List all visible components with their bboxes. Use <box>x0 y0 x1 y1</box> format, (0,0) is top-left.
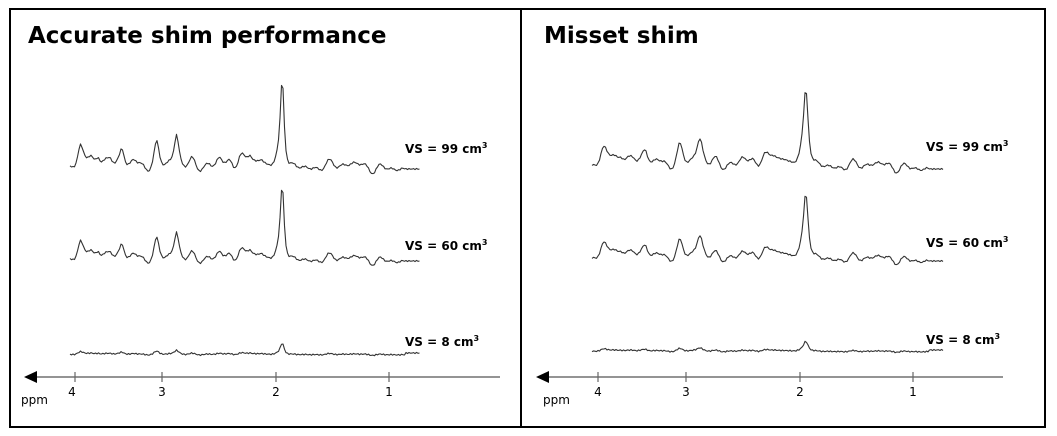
panel-left: Accurate shim performance VS = 99 cm3 VS… <box>21 23 500 407</box>
spectrum-trace-vs8 <box>69 343 420 357</box>
spectrum-trace-vs8 <box>591 340 944 354</box>
axis-unit-label: ppm <box>543 393 570 407</box>
panel-right: Misset shim VS = 99 cm3 VS = 60 cm3 VS =… <box>536 23 1008 407</box>
axis-arrow-icon <box>24 371 37 383</box>
tick-label: 4 <box>68 385 76 399</box>
panel-title-right: Misset shim <box>544 23 699 49</box>
tick-label: 2 <box>272 385 280 399</box>
vs-label-99: VS = 99 cm3 <box>405 141 487 156</box>
vs-label-8: VS = 8 cm3 <box>405 334 479 349</box>
tick-label: 4 <box>594 385 602 399</box>
tick-label: 3 <box>158 385 166 399</box>
axis-arrow-icon <box>536 371 549 383</box>
spectrum-trace-vs99 <box>591 92 944 174</box>
spectrum-trace-vs60 <box>591 195 944 266</box>
axis-unit-label: ppm <box>21 393 48 407</box>
tick-label: 3 <box>682 385 690 399</box>
vs-label-8: VS = 8 cm3 <box>926 332 1000 347</box>
spectrum-trace-vs60 <box>69 189 420 266</box>
vs-label-99: VS = 99 cm3 <box>926 139 1008 154</box>
vs-label-60: VS = 60 cm3 <box>926 235 1008 250</box>
tick-label: 1 <box>385 385 393 399</box>
tick-label: 2 <box>796 385 804 399</box>
vs-label-60: VS = 60 cm3 <box>405 238 487 253</box>
panel-title-left: Accurate shim performance <box>28 23 386 49</box>
spectrum-trace-vs99 <box>69 84 420 175</box>
tick-label: 1 <box>909 385 917 399</box>
figure-border <box>9 8 1046 428</box>
